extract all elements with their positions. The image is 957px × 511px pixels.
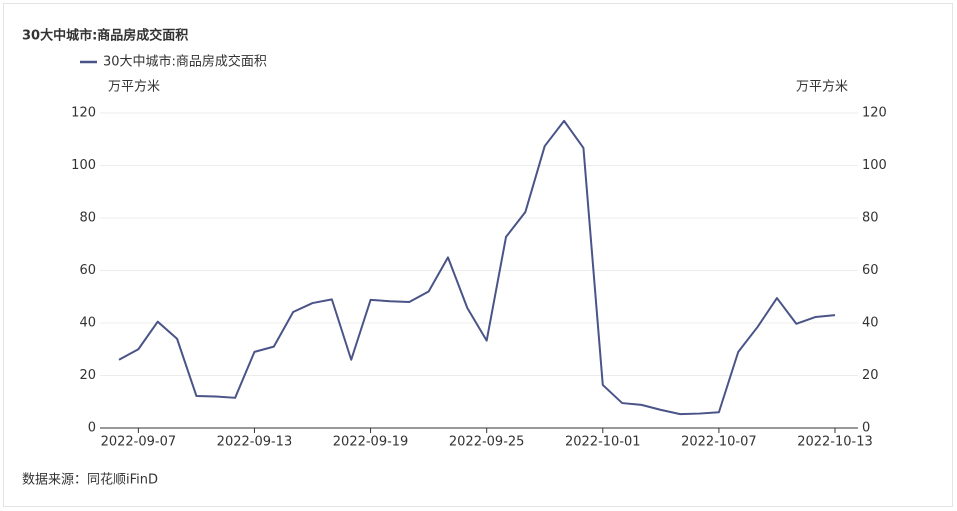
y2-tick-label: 40 [862,316,879,331]
y2-tick-label: 120 [862,106,887,121]
y2-tick-label: 60 [862,263,879,278]
x-tick-label: 2022-09-07 [101,435,177,450]
x-tick-label: 2022-10-13 [797,435,873,450]
y-tick-label: 40 [79,316,96,331]
y2-tick-label: 20 [862,368,879,383]
y2-tick-label: 100 [862,158,887,173]
y-tick-label: 60 [79,263,96,278]
y-tick-label: 120 [71,106,96,121]
y-tick-label: 0 [88,421,96,436]
y-unit: 万平方米 [108,79,160,95]
y2-unit: 万平方米 [796,79,848,95]
source: 数据来源：同花顺iFinD [22,472,158,488]
x-tick-label: 2022-09-25 [449,435,525,450]
x-tick-label: 2022-09-19 [333,435,409,450]
x-tick-label: 2022-10-01 [565,435,641,450]
x-tick-label: 2022-09-13 [217,435,293,450]
y2-tick-label: 80 [862,211,879,226]
y-tick-label: 100 [71,158,96,173]
legend-label: 30大中城市:商品房成交面积 [103,54,267,70]
frame [3,3,953,507]
y-tick-label: 20 [79,368,96,383]
chart-title: 30大中城市:商品房成交面积 [22,28,188,44]
line [118,119,836,416]
y2-tick-label: 0 [862,421,870,436]
x-tick-label: 2022-10-07 [681,435,757,450]
y-tick-label: 80 [79,211,96,226]
